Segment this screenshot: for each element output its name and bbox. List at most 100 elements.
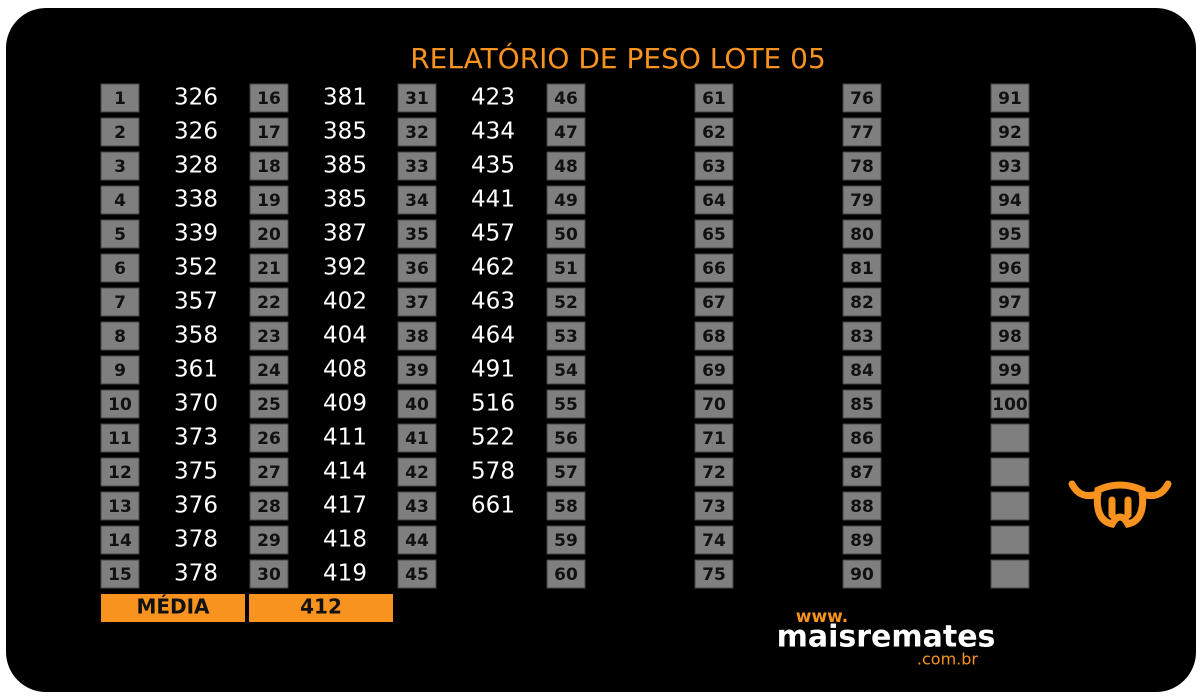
number-box (546, 151, 586, 181)
number-box (249, 559, 289, 589)
number-box (842, 219, 882, 249)
entry-weight: 411 (323, 425, 367, 451)
entry-number: 48 (554, 157, 578, 177)
number-box (249, 321, 289, 351)
entry-number: 68 (702, 327, 726, 347)
number-box (397, 185, 437, 215)
entry-number: 36 (405, 259, 429, 279)
number-box (842, 559, 882, 589)
entry-weight: 464 (471, 323, 515, 349)
entry-weight: 370 (174, 391, 218, 417)
number-box (546, 423, 586, 453)
entry-weight: 404 (323, 323, 367, 349)
number-box (249, 151, 289, 181)
number-box (100, 457, 140, 487)
empty-box (990, 457, 1030, 487)
entry-number: 92 (998, 123, 1022, 143)
number-box (397, 151, 437, 181)
number-box (842, 287, 882, 317)
entry-number: 44 (405, 531, 429, 551)
average-label-box (101, 594, 245, 622)
entry-number: 49 (554, 191, 578, 211)
entry-number: 54 (554, 361, 578, 381)
entry-number: 70 (702, 395, 726, 415)
entry-weight: 326 (174, 119, 218, 145)
number-box (546, 321, 586, 351)
entry-number: 60 (554, 565, 578, 585)
number-box (990, 151, 1030, 181)
entry-number: 53 (554, 327, 578, 347)
number-box (100, 253, 140, 283)
number-box (842, 83, 882, 113)
entry-weight: 457 (471, 221, 515, 247)
number-box (397, 253, 437, 283)
number-box (249, 219, 289, 249)
number-box (694, 253, 734, 283)
logo-prefix: www. (796, 607, 849, 627)
entry-number: 67 (702, 293, 726, 313)
number-box (249, 83, 289, 113)
entry-weight: 409 (323, 391, 367, 417)
entry-weight: 392 (323, 255, 367, 281)
number-box (397, 83, 437, 113)
number-box (100, 491, 140, 521)
entry-number: 32 (405, 123, 429, 143)
entry-weight: 578 (471, 459, 515, 485)
entry-number: 17 (257, 123, 281, 143)
number-box (694, 219, 734, 249)
entry-weight: 417 (323, 493, 367, 519)
number-box (397, 525, 437, 555)
entry-number: 18 (257, 157, 281, 177)
entry-number: 29 (257, 531, 281, 551)
entry-weight: 339 (174, 221, 218, 247)
number-box (842, 355, 882, 385)
entry-number: 4 (114, 191, 126, 211)
average-label: MÉDIA (136, 595, 210, 619)
entry-weight: 352 (174, 255, 218, 281)
entry-weight: 387 (323, 221, 367, 247)
entry-number: 8 (114, 327, 126, 347)
number-box (842, 525, 882, 555)
entry-number: 75 (702, 565, 726, 585)
entry-weight: 463 (471, 289, 515, 315)
number-box (842, 423, 882, 453)
number-box (249, 423, 289, 453)
empty-box (990, 525, 1030, 555)
number-box (546, 287, 586, 317)
number-box (546, 117, 586, 147)
entry-number: 13 (108, 497, 132, 517)
number-box (397, 355, 437, 385)
number-box (249, 185, 289, 215)
number-box (694, 287, 734, 317)
entry-number: 90 (850, 565, 874, 585)
entry-weight: 516 (471, 391, 515, 417)
number-box (546, 457, 586, 487)
entry-number: 47 (554, 123, 578, 143)
number-box (397, 423, 437, 453)
number-box (694, 491, 734, 521)
entry-number: 23 (257, 327, 281, 347)
logo-suffix: .com.br (917, 650, 979, 669)
number-box (100, 321, 140, 351)
entry-weight: 328 (174, 153, 218, 179)
entry-number: 98 (998, 327, 1022, 347)
entry-number: 71 (702, 429, 726, 449)
number-box (397, 321, 437, 351)
entry-number: 24 (257, 361, 281, 381)
number-box (100, 355, 140, 385)
number-box (694, 83, 734, 113)
entry-number: 74 (702, 531, 726, 551)
entry-weight: 435 (471, 153, 515, 179)
entry-number: 27 (257, 463, 281, 483)
number-box (100, 185, 140, 215)
number-box (100, 83, 140, 113)
number-box (100, 219, 140, 249)
entry-number: 87 (850, 463, 874, 483)
number-box (249, 525, 289, 555)
empty-box (990, 559, 1030, 589)
entry-weight: 418 (323, 527, 367, 553)
number-box (249, 287, 289, 317)
number-box (100, 389, 140, 419)
entry-number: 59 (554, 531, 578, 551)
